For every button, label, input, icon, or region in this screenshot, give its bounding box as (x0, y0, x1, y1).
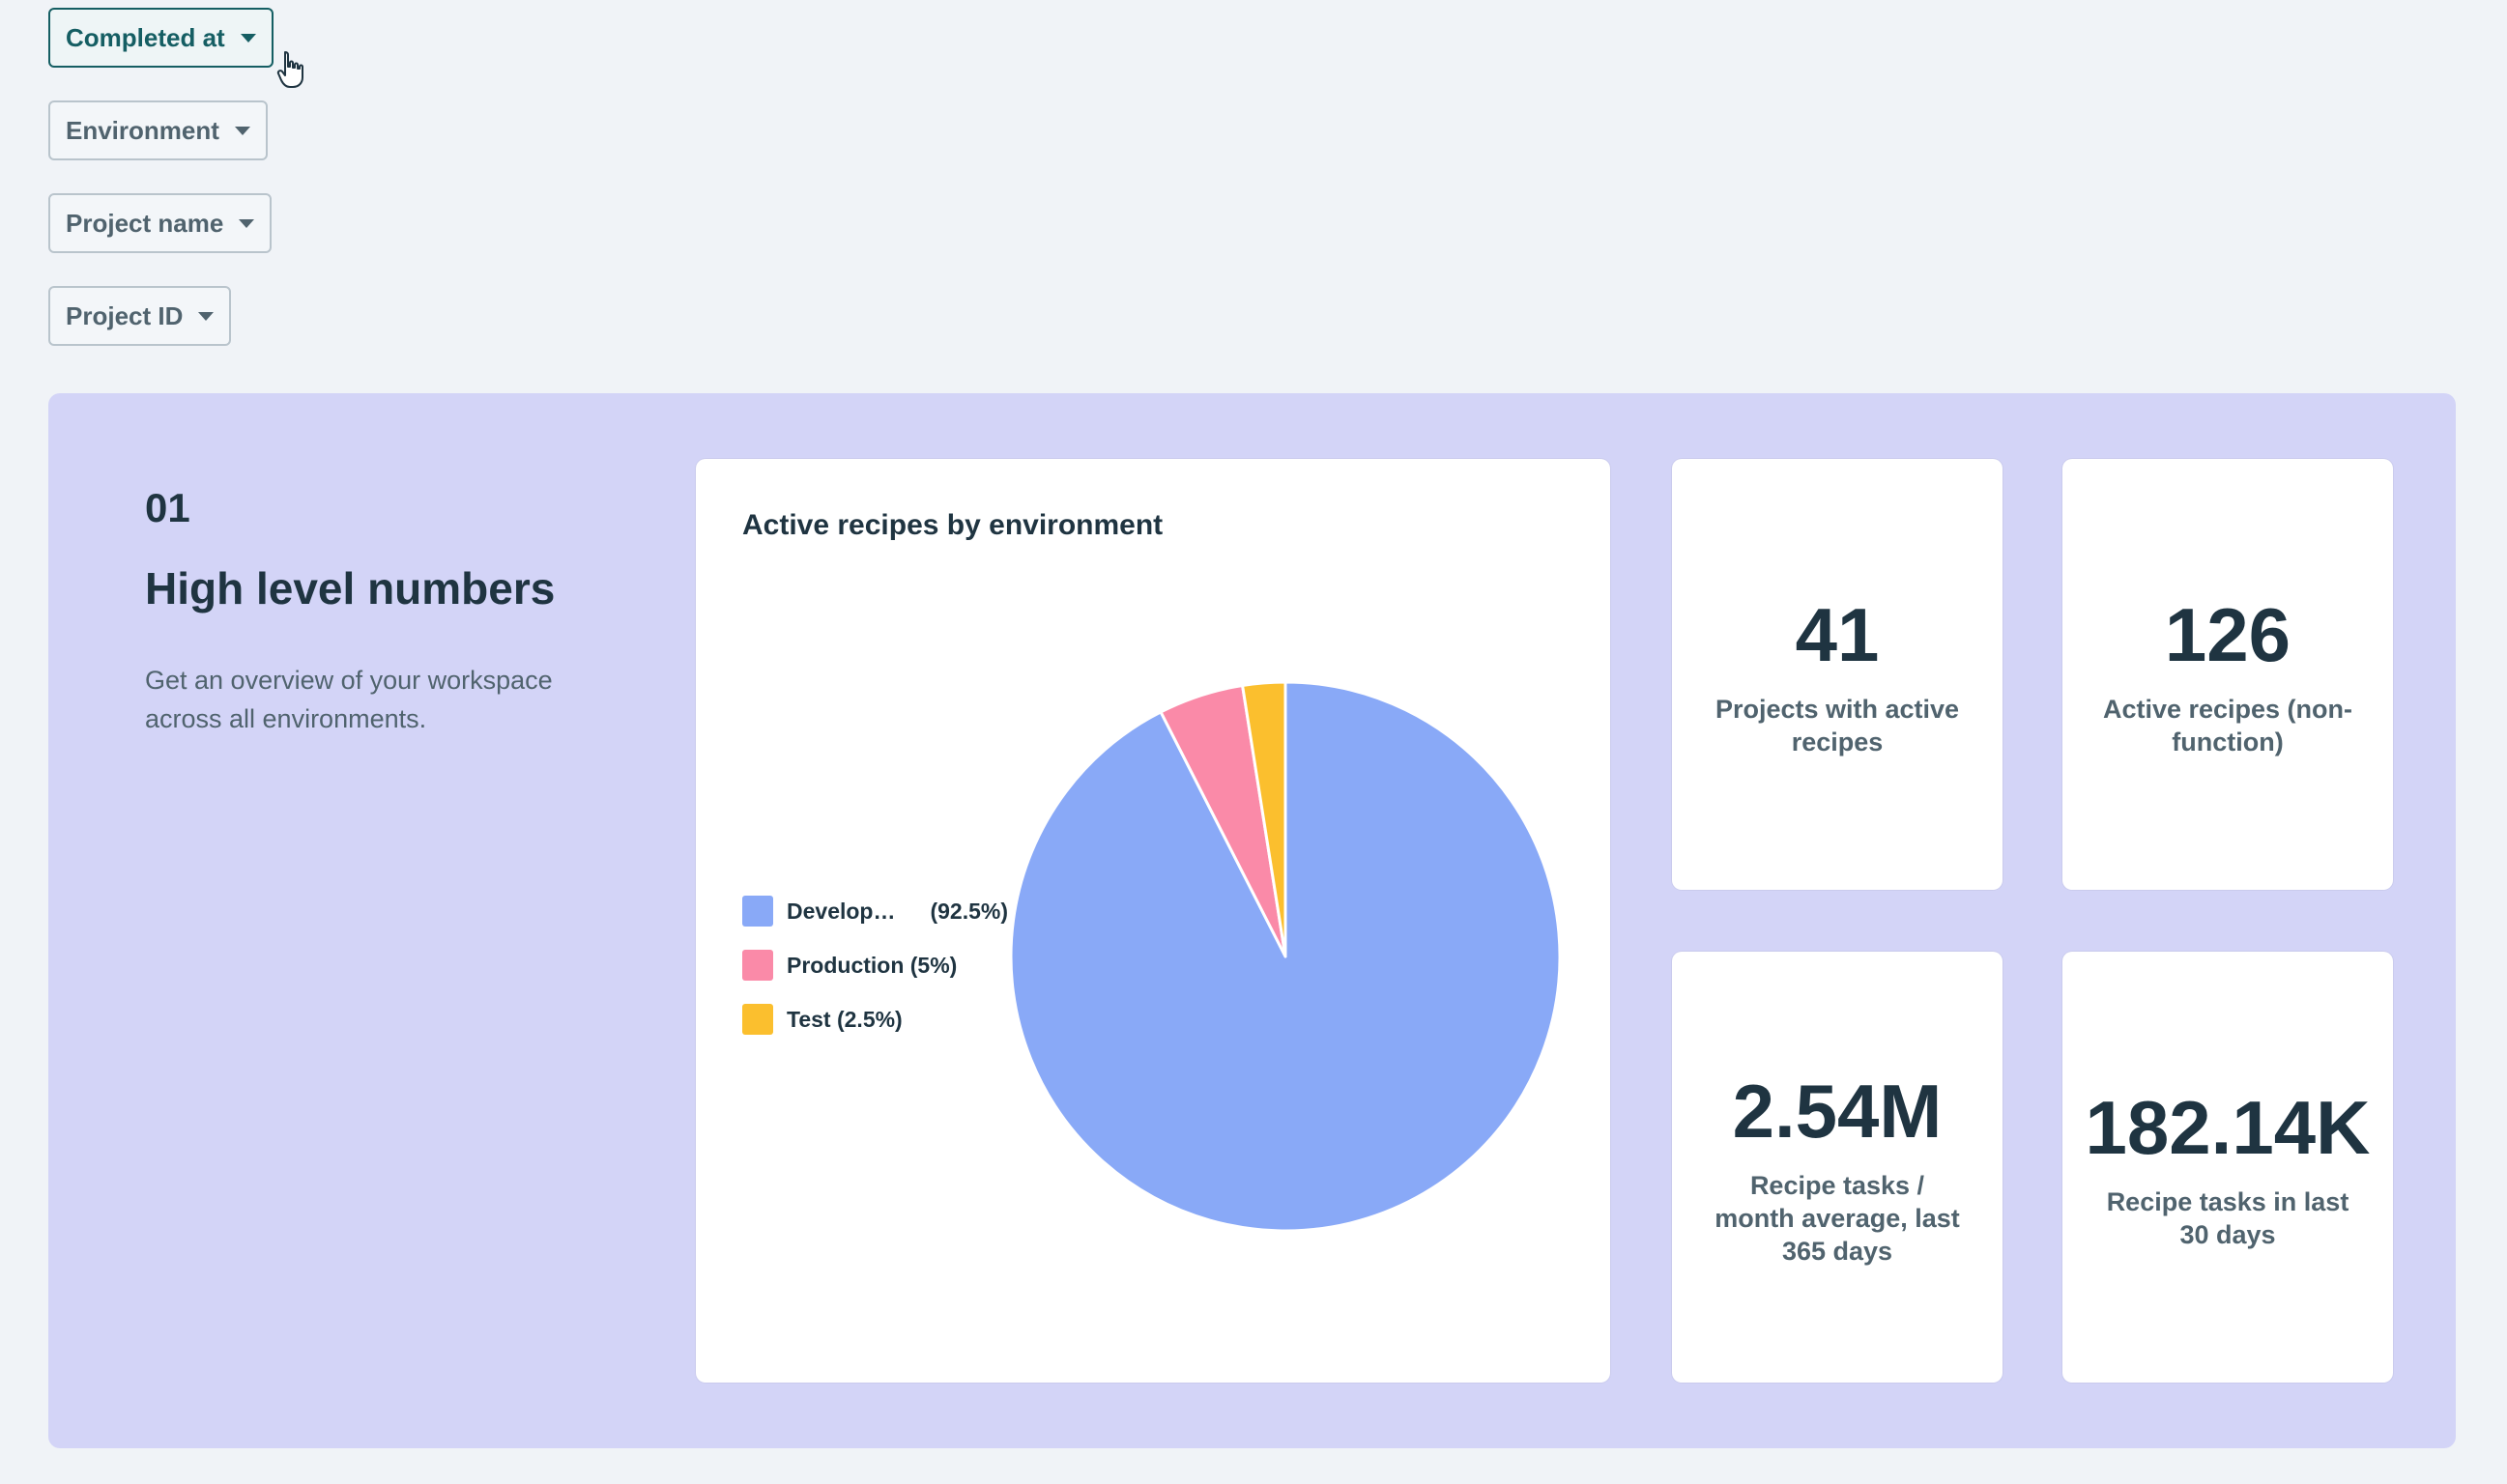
legend-swatch (742, 896, 773, 927)
filter-completed-at[interactable]: Completed at (48, 8, 274, 68)
legend-label: Develop… (787, 898, 896, 924)
stat-label: Recipe tasks / month average, last 365 d… (1715, 1170, 1960, 1266)
stat-label: Recipe tasks in last 30 days (2106, 1186, 2349, 1249)
legend-percent: (92.5%) (930, 898, 1009, 924)
legend-item-production[interactable]: Production (5%) (742, 938, 1008, 992)
stat-card-last-30-days: 182.14K Recipe tasks in last 30 days (2062, 952, 2393, 1383)
pie-slice-test[interactable] (1241, 680, 1287, 958)
filter-label: Completed at (66, 22, 225, 52)
legend-label: Production (5%) (787, 952, 958, 978)
chevron-down-icon (198, 311, 215, 321)
stat-value: 41 (1795, 591, 1880, 677)
stat-label: Active recipes (non-function) (2102, 694, 2353, 756)
legend-label: Test (2.5%) (787, 1006, 903, 1032)
section-description: Get an overview of your workspace across… (145, 666, 553, 733)
stat-label: Projects with active recipes (1715, 694, 1960, 756)
filter-environment[interactable]: Environment (48, 100, 268, 160)
chart-title: Active recipes by environment (742, 509, 1164, 541)
filter-project-name[interactable]: Project name (48, 193, 273, 253)
stat-value: 182.14K (2085, 1084, 2371, 1170)
stat-card-projects: 41 Projects with active recipes (1672, 459, 2003, 890)
legend-item-development[interactable]: Develop… (92.5%) (742, 884, 1008, 938)
stat-value: 126 (2164, 591, 2291, 677)
filter-project-id[interactable]: Project ID (48, 286, 232, 346)
chevron-down-icon (234, 126, 250, 135)
filter-label: Project ID (66, 300, 184, 330)
filter-label: Project name (66, 208, 224, 238)
chevron-down-icon (240, 33, 256, 43)
legend-swatch (742, 1004, 773, 1035)
section-title: High level numbers (145, 563, 556, 614)
section-intro: 01 High level numbers Get an overview of… (145, 485, 628, 738)
pie-chart-card: Active recipes by environment Develop… (… (696, 459, 1610, 1383)
legend-item-test[interactable]: Test (2.5%) (742, 992, 1008, 1046)
stat-card-monthly-tasks: 2.54M Recipe tasks / month average, last… (1672, 952, 2003, 1383)
chart-legend: Develop… (92.5%) Production (5%) Test (2… (742, 884, 1008, 1046)
high-level-numbers-section: 01 High level numbers Get an overview of… (48, 393, 2456, 1448)
legend-swatch (742, 950, 773, 981)
stat-value: 2.54M (1732, 1068, 1943, 1154)
chevron-down-icon (239, 218, 255, 228)
stat-card-active-recipes: 126 Active recipes (non-function) (2062, 459, 2393, 890)
hand-pointer-icon (276, 51, 303, 88)
pie-chart (1009, 680, 1562, 1233)
filter-label: Environment (66, 115, 219, 145)
section-number: 01 (145, 485, 190, 530)
